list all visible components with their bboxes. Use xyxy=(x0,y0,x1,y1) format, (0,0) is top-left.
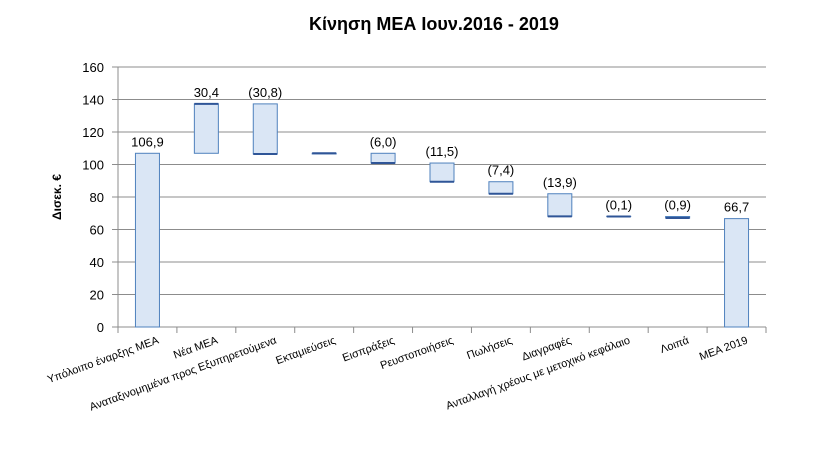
bar-1 xyxy=(193,103,219,154)
data-label: (13,9) xyxy=(543,175,577,190)
category-label: Εκταμιεύσεις xyxy=(274,335,337,368)
data-label: 106,9 xyxy=(131,134,164,149)
y-axis-label: Δισεκ. € xyxy=(50,174,64,220)
category-label: Πωλήσεις xyxy=(465,335,514,362)
category-label: Λοιπά xyxy=(659,334,692,356)
y-tick-label: 40 xyxy=(90,255,104,270)
y-tick-label: 60 xyxy=(90,223,104,238)
category-label: Υπόλοιπο έναρξης ΜΕΑ xyxy=(46,334,161,386)
chart-title: Κίνηση ΜΕΑ Ιουν.2016 - 2019 xyxy=(309,14,559,34)
y-tick-label: 120 xyxy=(82,125,104,140)
data-label: (0,1) xyxy=(605,197,632,212)
bars xyxy=(134,102,750,328)
category-label: ΜΕΑ 2019 xyxy=(698,335,750,364)
y-tick-label: 140 xyxy=(82,93,104,108)
data-label: (7,4) xyxy=(488,163,515,178)
y-tick-label: 20 xyxy=(90,288,104,303)
bar-0 xyxy=(134,152,160,328)
bar-10 xyxy=(724,218,750,328)
bar-4 xyxy=(370,152,396,164)
bar-5 xyxy=(429,162,455,183)
y-tick-label: 80 xyxy=(90,190,104,205)
data-label: 66,7 xyxy=(724,200,749,215)
data-label: (11,5) xyxy=(426,144,459,159)
data-label: (6,0) xyxy=(370,134,397,149)
data-label: 30,4 xyxy=(194,85,219,100)
bar-6 xyxy=(488,181,514,195)
y-tick-label: 100 xyxy=(82,158,104,173)
bar-7 xyxy=(547,193,573,217)
bar-2 xyxy=(252,103,278,155)
data-label: (0,9) xyxy=(664,198,691,213)
data-labels: 106,9 30,4 (30,8) (6,0) (11,5) (7,4) (13,9) (0,… xyxy=(131,85,749,215)
category-labels: Υπόλοιπο έναρξης ΜΕΑ Νέα ΜΕΑΑναταξινομημέ… xyxy=(46,334,750,413)
axes xyxy=(112,66,767,333)
y-tick-label: 0 xyxy=(97,320,104,335)
y-tick-labels: 0 20 40 60 80 100 120 140 160 xyxy=(82,60,104,335)
data-label: (30,8) xyxy=(248,85,282,100)
y-tick-label: 160 xyxy=(82,60,104,75)
